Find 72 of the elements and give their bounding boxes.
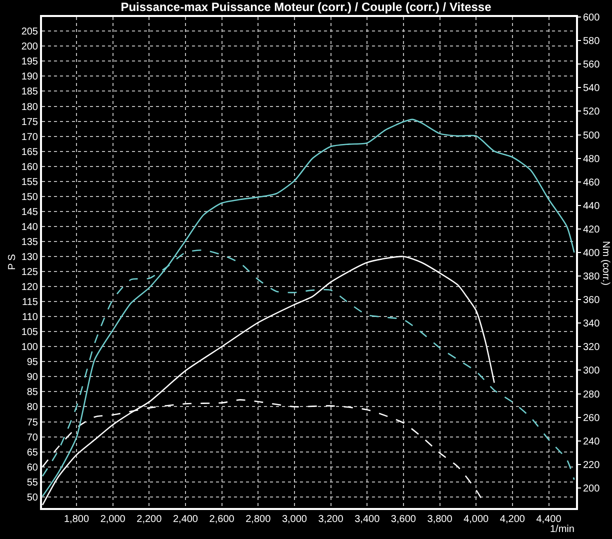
x-tick-label: 3,800 — [427, 514, 453, 525]
x-tick-label: 1,800 — [64, 514, 90, 525]
y2-tick-label: 460 — [583, 177, 600, 188]
y2-tick-label: 320 — [583, 342, 600, 354]
y2-tick-label: 600 — [583, 12, 600, 24]
y2-axis-title: Nm (corr.) — [600, 241, 611, 286]
y-tick-label: 145 — [21, 206, 38, 218]
y-tick-label: 75 — [26, 417, 38, 428]
y-tick-label: 115 — [22, 297, 38, 308]
y-tick-label: 205 — [21, 26, 38, 38]
y-tick-label: 125 — [21, 267, 38, 278]
y-tick-label: 135 — [21, 236, 38, 248]
x-tick-label: 4,000 — [464, 514, 490, 525]
x-tick-label: 3,400 — [354, 514, 380, 525]
y-tick-label: 185 — [21, 86, 38, 98]
y-tick-label: 130 — [21, 252, 38, 263]
y2-tick-label: 420 — [583, 224, 600, 236]
y-tick-label: 120 — [21, 282, 38, 294]
y2-tick-label: 200 — [583, 483, 600, 494]
y-tick-label: 100 — [21, 342, 38, 354]
x-axis-title: 1/min — [550, 524, 574, 535]
y-axis-title: P S — [7, 254, 18, 270]
x-tick-label: 3,000 — [282, 514, 308, 525]
y-tick-label: 165 — [21, 146, 38, 158]
y-tick-label: 60 — [26, 462, 38, 474]
y-tick-label: 95 — [26, 357, 38, 368]
x-tick-label: 4,200 — [500, 514, 526, 525]
y2-tick-label: 560 — [583, 60, 600, 71]
y2-tick-label: 580 — [583, 36, 600, 48]
y-tick-label: 180 — [21, 102, 38, 113]
x-tick-label: 2,000 — [100, 514, 126, 525]
y2-tick-label: 440 — [583, 200, 600, 212]
y2-tick-label: 340 — [583, 318, 600, 330]
y-tick-label: 85 — [26, 387, 38, 398]
y2-tick-label: 280 — [583, 389, 600, 400]
y-tick-label: 55 — [26, 477, 38, 488]
y-tick-label: 175 — [21, 116, 38, 128]
line-series — [42, 118, 575, 497]
y-tick-label: 155 — [21, 176, 38, 188]
y-tick-label: 50 — [26, 492, 38, 504]
y2-tick-label: 400 — [583, 248, 600, 259]
y-tick-label: 105 — [21, 327, 38, 338]
y2-tick-label: 480 — [583, 154, 600, 165]
y-tick-label: 90 — [26, 372, 38, 384]
x-tick-label: 4,400 — [536, 514, 562, 525]
y2-tick-label: 520 — [583, 106, 600, 118]
x-tick-label: 2,200 — [136, 514, 162, 525]
y-tick-label: 110 — [22, 312, 38, 324]
y-tick-label: 190 — [21, 72, 38, 83]
y-tick-label: 195 — [21, 56, 38, 68]
y-tick-label: 80 — [26, 402, 38, 414]
y2-tick-label: 500 — [583, 130, 600, 142]
y-tick-label: 170 — [21, 132, 38, 143]
x-tick-label: 3,600 — [390, 514, 416, 525]
chart-title: Puissance-max Puissance Moteur (corr.) / Couple (corr.) / Vitesse — [120, 0, 492, 14]
y2-tick-label: 360 — [583, 295, 600, 306]
y2-tick-label: 540 — [583, 83, 600, 94]
y-tick-label: 65 — [26, 447, 38, 458]
y2-tick-label: 300 — [583, 366, 600, 377]
y2-tick-label: 380 — [583, 272, 600, 283]
y-tick-label: 70 — [26, 432, 38, 444]
y-tick-label: 140 — [21, 222, 38, 233]
x-tick-label: 3,200 — [318, 514, 344, 525]
y-tick-label: 200 — [21, 42, 38, 53]
x-tick-label: 2,800 — [246, 514, 272, 525]
x-tick-label: 2,600 — [209, 514, 235, 525]
y-tick-label: 160 — [21, 162, 38, 173]
y-tick-label: 150 — [21, 192, 38, 203]
y2-tick-label: 220 — [583, 460, 600, 471]
y2-tick-label: 260 — [583, 412, 600, 424]
x-tick-label: 2,400 — [172, 514, 198, 525]
y2-tick-label: 240 — [583, 436, 600, 448]
